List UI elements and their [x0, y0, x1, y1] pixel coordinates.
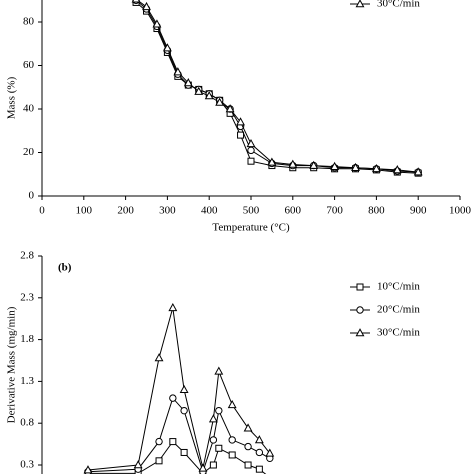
y-tick-label: 60: [23, 59, 35, 71]
marker: [371, 163, 381, 173]
series-line: [135, 2, 419, 174]
y-tick-label: 80: [23, 16, 35, 28]
x-tick-label: 100: [76, 205, 93, 217]
marker: [142, 1, 151, 11]
marker: [169, 438, 177, 446]
y-axis-label: Mass (%): [6, 76, 18, 119]
marker: [225, 104, 235, 113]
marker: [228, 436, 236, 444]
marker: [288, 159, 298, 168]
marker: [169, 394, 177, 402]
y-axis-label: Derivative Mass (mg/min): [6, 306, 18, 423]
y-tick-label: 1.3: [20, 375, 34, 387]
marker: [208, 414, 218, 423]
marker: [247, 157, 255, 165]
legend-label: 10°C/min: [377, 281, 420, 293]
y-tick-label: 40: [23, 103, 35, 115]
x-tick-label: 700: [326, 205, 343, 217]
series-line: [136, 0, 419, 173]
marker: [131, 0, 141, 3]
panel-label: (b): [58, 262, 72, 274]
marker: [265, 448, 275, 457]
marker: [214, 366, 224, 375]
marker: [255, 465, 263, 473]
x-tick-label: 600: [285, 205, 302, 217]
marker: [173, 67, 183, 76]
x-tick-label: 1000: [449, 205, 472, 217]
x-tick-label: 800: [368, 205, 385, 217]
marker: [254, 435, 264, 444]
marker: [155, 457, 163, 465]
x-axis-label: Temperature (°C): [212, 222, 290, 234]
marker: [236, 117, 245, 126]
marker: [194, 86, 204, 95]
legend-marker: [356, 283, 364, 291]
marker: [152, 19, 162, 28]
x-tick-label: 0: [39, 205, 45, 217]
marker: [351, 162, 360, 172]
y-tick-label: 0.3: [20, 459, 34, 471]
y-tick-label: 0: [29, 190, 35, 202]
marker: [247, 146, 255, 155]
marker: [309, 160, 319, 169]
series-line: [87, 397, 271, 474]
legend-label: 30°C/min: [377, 327, 420, 339]
marker: [227, 399, 237, 409]
marker: [180, 406, 188, 415]
x-tick-label: 900: [410, 205, 427, 217]
marker: [162, 43, 172, 52]
series-line: [135, 0, 419, 173]
marker: [209, 436, 218, 444]
marker: [154, 353, 164, 362]
marker: [133, 460, 143, 469]
series-line: [88, 440, 267, 474]
x-tick-label: 200: [117, 205, 134, 217]
x-tick-label: 300: [159, 205, 176, 217]
series-line: [87, 307, 271, 471]
marker: [209, 461, 217, 469]
marker: [228, 451, 236, 459]
legend-marker: [355, 0, 365, 8]
marker: [180, 448, 188, 456]
legend-label: 30°C/min: [377, 0, 420, 10]
marker: [168, 302, 178, 312]
marker: [179, 384, 189, 394]
marker: [215, 406, 223, 415]
marker: [246, 138, 256, 148]
y-tick-label: 2.3: [20, 291, 34, 303]
x-tick-label: 400: [201, 205, 218, 217]
marker: [243, 423, 253, 432]
marker: [237, 131, 245, 139]
marker: [183, 78, 193, 87]
y-tick-label: 0.8: [20, 417, 34, 429]
legend-marker: [356, 306, 364, 314]
y-tick-label: 1.8: [20, 333, 34, 345]
marker: [215, 97, 225, 106]
legend-label: 20°C/min: [377, 304, 420, 316]
marker: [255, 448, 264, 457]
marker: [215, 444, 223, 452]
marker: [244, 442, 252, 451]
marker: [155, 437, 163, 446]
y-tick-label: 20: [23, 146, 35, 158]
marker: [413, 167, 423, 176]
marker: [330, 161, 340, 170]
y-tick-label: 2.8: [20, 250, 34, 262]
marker: [244, 461, 252, 469]
marker: [392, 165, 402, 174]
marker: [83, 465, 93, 474]
x-tick-label: 500: [243, 205, 260, 217]
marker: [267, 157, 277, 166]
marker: [198, 463, 208, 472]
legend-marker: [355, 328, 365, 337]
marker: [204, 91, 214, 100]
